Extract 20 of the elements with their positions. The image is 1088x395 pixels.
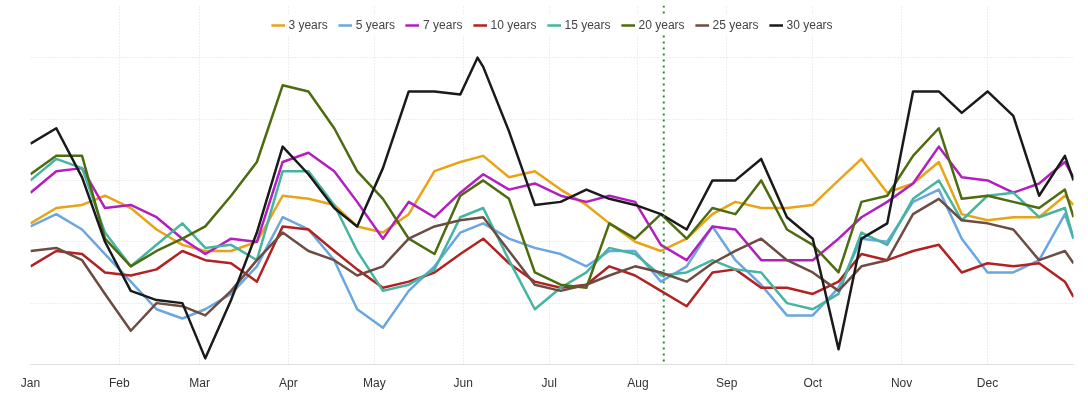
x-tick-label: Jun — [453, 375, 473, 390]
x-tick-label: Sep — [716, 375, 738, 390]
x-tick-label: Jul — [541, 375, 557, 390]
legend-label: 20 years — [638, 18, 685, 32]
legend-label: 5 years — [355, 18, 396, 32]
x-tick-label: Dec — [976, 375, 999, 390]
x-tick-label: Jan — [20, 375, 41, 390]
legend-label: 15 years — [564, 18, 611, 32]
legend-label: 25 years — [712, 18, 759, 32]
x-tick-label: Nov — [890, 375, 913, 390]
x-tick-label: Apr — [279, 375, 298, 390]
legend-label: 7 years — [423, 18, 463, 32]
x-tick-label: May — [363, 375, 386, 390]
legend-label: 10 years — [490, 18, 537, 32]
legend-label: 3 years — [288, 18, 328, 32]
legend-label: 30 years — [786, 18, 833, 32]
x-tick-label: Mar — [189, 375, 210, 390]
x-tick-label: Feb — [108, 375, 130, 390]
x-tick-label: Oct — [803, 375, 823, 390]
x-tick-label: Aug — [627, 375, 649, 390]
